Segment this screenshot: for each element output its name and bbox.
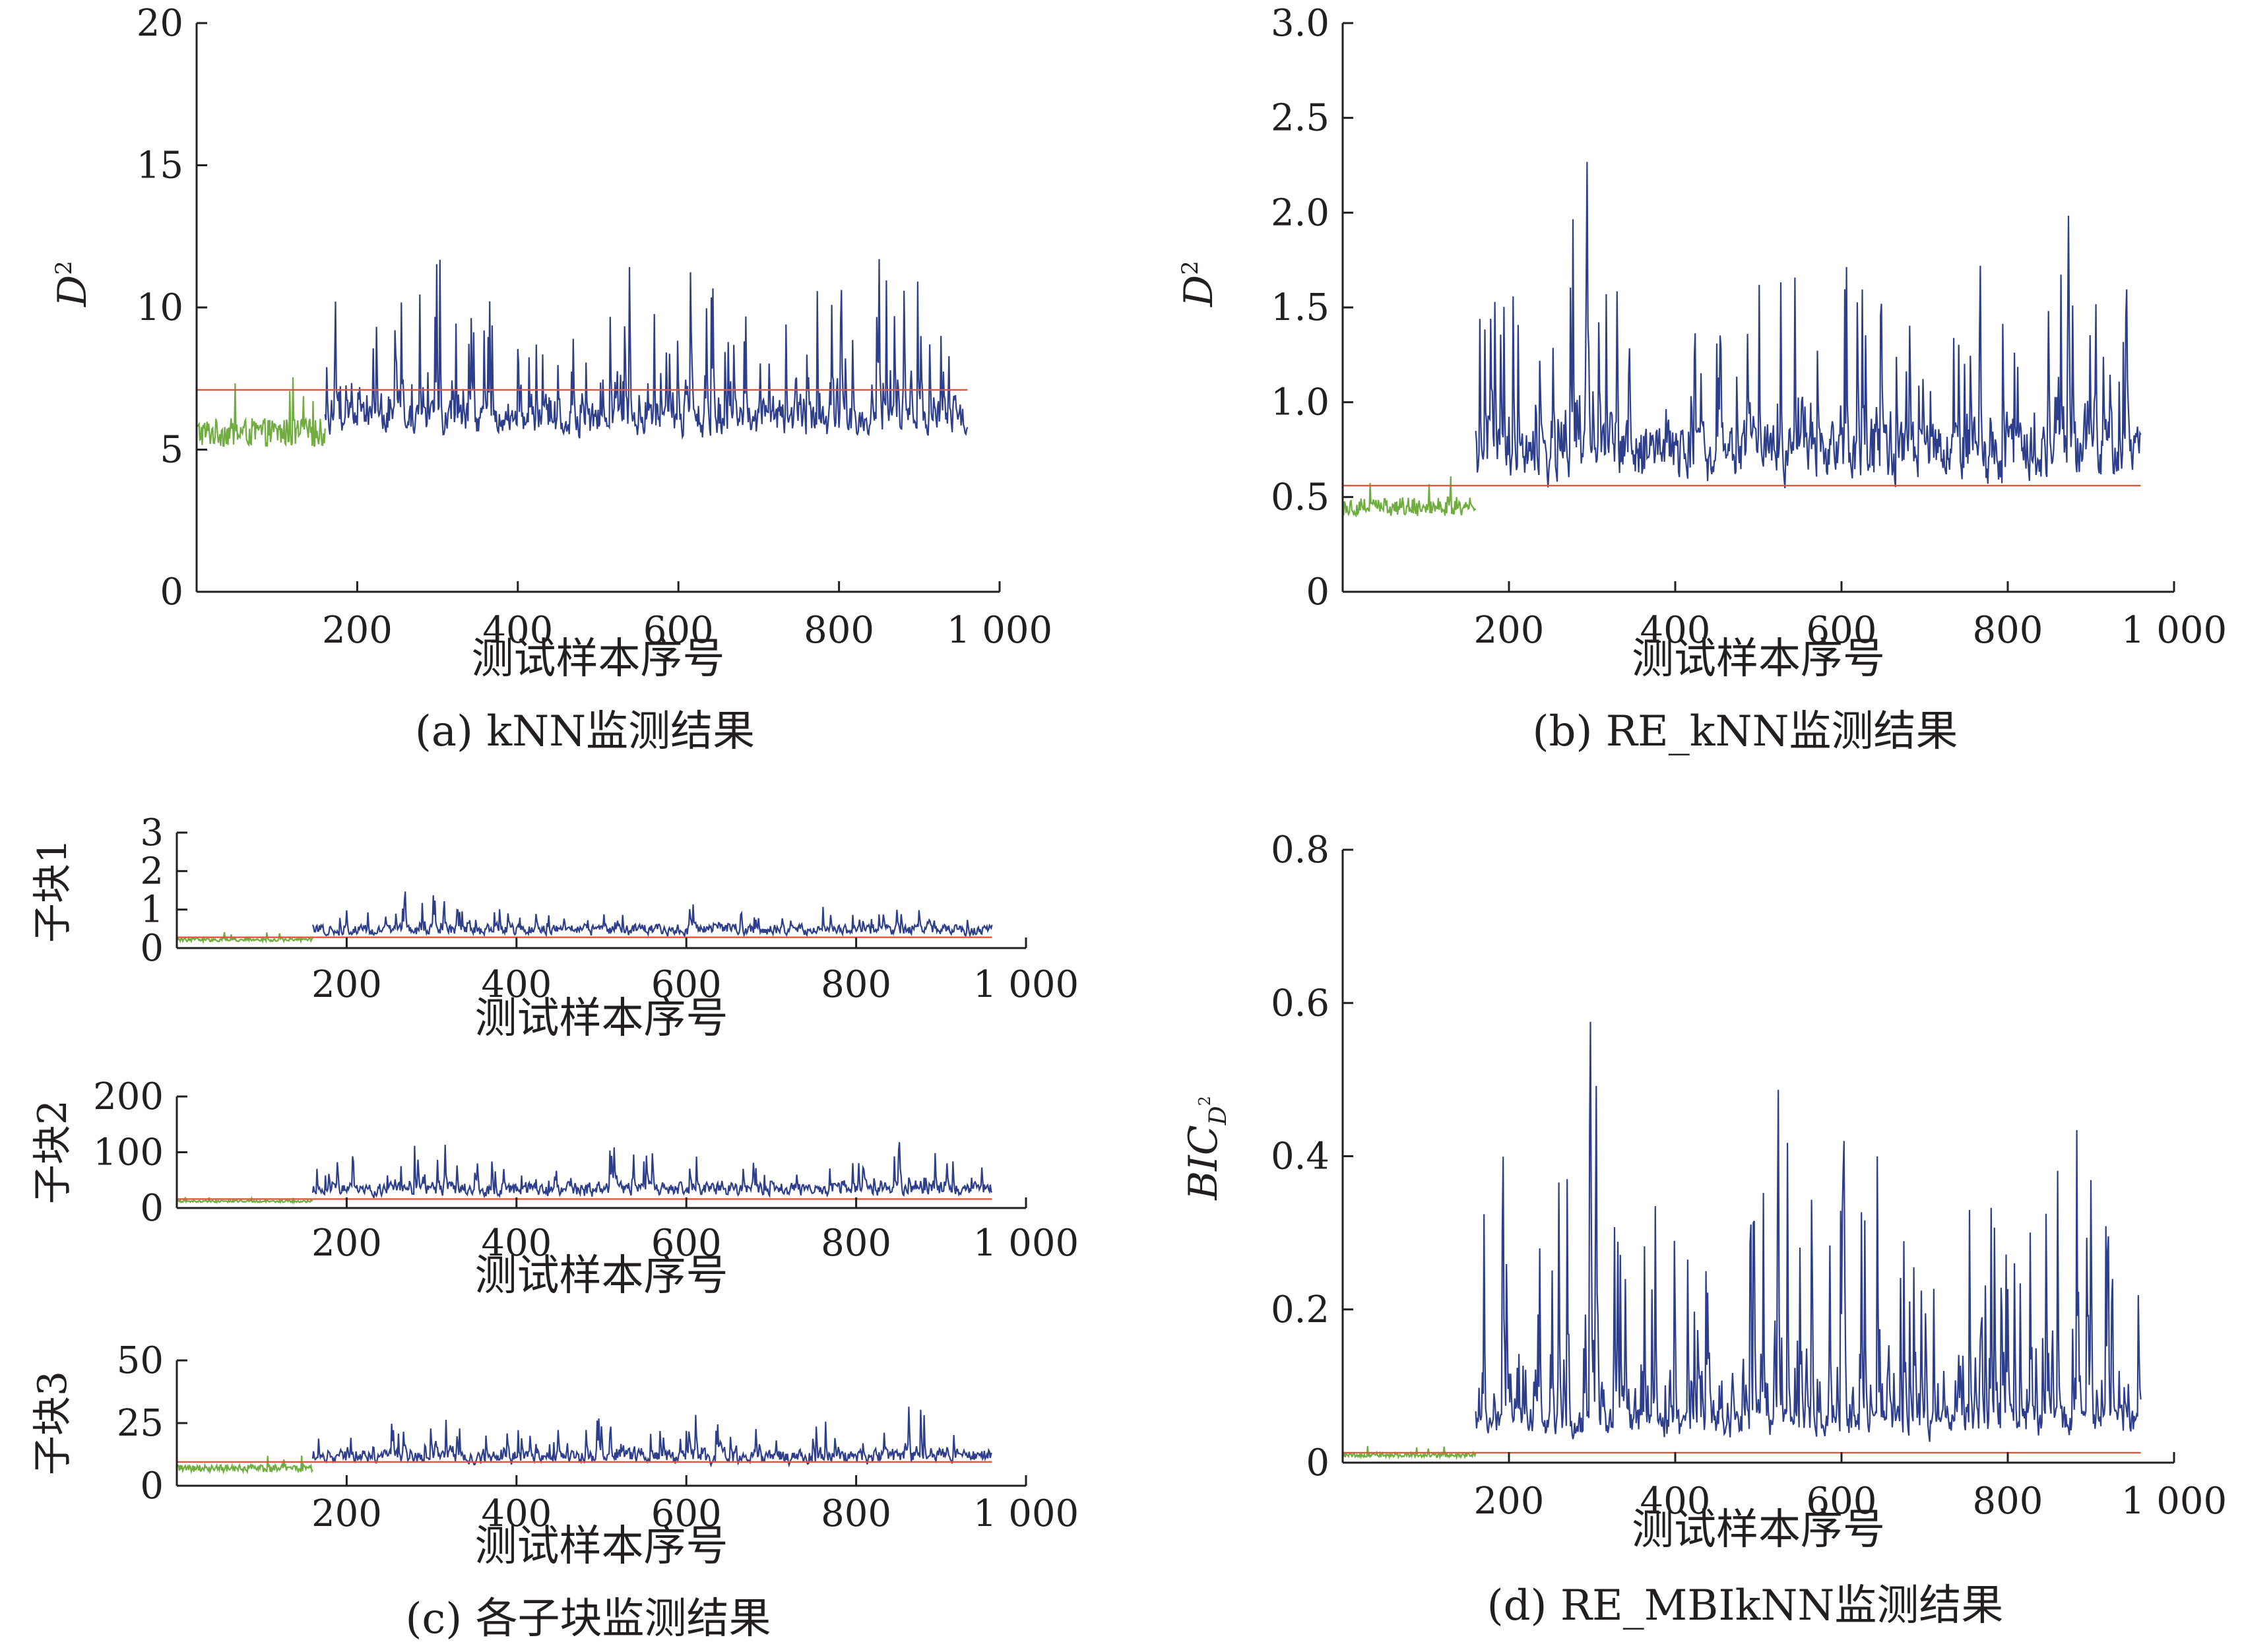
x-tick-label: 400 [481, 1222, 552, 1265]
x-axis-label: 测试样本序号 [475, 994, 728, 1043]
x-tick-label: 1 000 [973, 963, 1079, 1006]
y-tick-label: 0 [140, 927, 164, 970]
y-tick-label: 0 [140, 1465, 164, 1508]
x-tick-label: 400 [481, 1492, 552, 1535]
x-tick-label: 800 [821, 1222, 891, 1265]
y-axis-label: 子块3 [30, 1371, 76, 1475]
x-tick-label: 600 [651, 1492, 722, 1535]
x-tick-label: 200 [311, 1222, 382, 1265]
x-tick-label: 800 [804, 609, 874, 652]
series-fault-line [1475, 1021, 2142, 1442]
series-fault-line [311, 891, 993, 938]
x-tick-label: 800 [821, 963, 891, 1006]
x-tick-label: 400 [482, 609, 553, 652]
y-tick-label: 0 [140, 1187, 164, 1230]
x-axis-label: 测试样本序号 [472, 635, 725, 683]
y-tick-label: 0 [160, 571, 183, 614]
x-tick-label: 1 000 [2121, 1480, 2227, 1523]
y-tick-label: 0.2 [1271, 1288, 1329, 1331]
y-tick-label: 1 [140, 889, 164, 932]
x-tick-label: 200 [311, 1492, 382, 1535]
y-axis-label: 子块2 [30, 1100, 76, 1204]
y-tick-label: 2.0 [1271, 191, 1329, 234]
chart-b-re-knn: 200 400 600 800 1 000 0 0.5 1.0 1.5 2.0 2.5 3.0 测试样本… [1176, 2, 2227, 756]
x-tick-label: 600 [651, 1222, 722, 1265]
series-normal-line [177, 1195, 313, 1205]
x-tick-label: 600 [643, 609, 714, 652]
y-tick-label: 3 [140, 811, 164, 854]
y-tick-label: 0.4 [1271, 1135, 1329, 1178]
chart-d-re-mbiknn: 200 400 600 800 1 000 0 0.2 0.4 0.6 0.8 测试样本序号 BICD… [1180, 829, 2227, 1630]
chart-caption: (a) kNN监测结果 [415, 707, 755, 756]
x-tick-label: 1 000 [2121, 609, 2227, 652]
y-tick-label: 25 [117, 1402, 164, 1445]
x-tick-label: 1 000 [973, 1492, 1079, 1535]
x-tick-label: 800 [1973, 1480, 2043, 1523]
x-axis-label: 测试样本序号 [1632, 635, 1885, 683]
x-tick-label: 800 [1973, 609, 2043, 652]
y-tick-label: 50 [117, 1339, 164, 1382]
chart-caption: (c) 各子块监测结果 [405, 1595, 771, 1643]
series-normal-line [1343, 476, 1477, 518]
x-tick-label: 400 [1640, 609, 1711, 652]
x-axis-label: 测试样本序号 [1632, 1506, 1885, 1554]
y-tick-label: 100 [93, 1131, 164, 1174]
y-tick-label: 3.0 [1271, 2, 1329, 45]
y-tick-label: 0.6 [1271, 982, 1329, 1025]
x-tick-label: 600 [1807, 1480, 1877, 1523]
x-tick-label: 200 [322, 609, 393, 652]
y-tick-label: 20 [137, 2, 183, 45]
y-tick-label: 0 [1306, 571, 1329, 614]
y-axis-label: D2 [49, 261, 96, 307]
y-tick-label: 0 [1306, 1442, 1329, 1484]
y-axis-label: 子块1 [30, 839, 76, 943]
x-tick-label: 200 [311, 963, 382, 1006]
x-tick-label: 400 [481, 963, 552, 1006]
y-tick-label: 0.5 [1271, 476, 1329, 519]
y-tick-label: 2.5 [1271, 97, 1329, 140]
x-tick-label: 200 [1474, 1480, 1545, 1523]
series-normal-line [197, 377, 326, 447]
y-tick-label: 15 [137, 144, 183, 187]
x-tick-label: 1 000 [973, 1222, 1079, 1265]
series-normal-line [177, 932, 313, 945]
x-tick-label: 400 [1640, 1480, 1711, 1523]
y-tick-label: 0.8 [1271, 829, 1329, 872]
x-tick-label: 800 [821, 1492, 891, 1535]
series-fault-line [311, 1407, 992, 1468]
x-tick-label: 600 [1807, 609, 1877, 652]
series-fault-line [1475, 162, 2142, 488]
y-tick-label: 10 [137, 286, 183, 329]
y-axis-label: BICD2 [1180, 1096, 1232, 1201]
x-tick-label: 200 [1474, 609, 1545, 652]
x-tick-label: 600 [651, 963, 722, 1006]
x-tick-label: 1 000 [947, 609, 1052, 652]
series-normal-line [1343, 1446, 1477, 1461]
y-tick-label: 2 [140, 850, 164, 893]
chart-caption: (b) RE_kNN监测结果 [1533, 707, 1958, 756]
y-tick-label: 200 [93, 1075, 164, 1118]
chart-a-knn: 200 400 600 800 1 000 0 5 10 15 20 测试样本序号 D2 (a) kNN… [49, 2, 1052, 756]
x-axis-label: 测试样本序号 [475, 1522, 728, 1571]
chart-c-subblock-2: 200 400 600 800 1 000 0 100 200 测试样本序号 子块2 [30, 1075, 1079, 1300]
y-axis-label: D2 [1176, 261, 1222, 307]
series-normal-line [177, 1455, 313, 1475]
chart-caption: (d) RE_MBIkNN监测结果 [1487, 1581, 2004, 1630]
y-tick-label: 1.5 [1271, 286, 1329, 329]
y-tick-label: 5 [160, 429, 183, 472]
y-tick-label: 1.0 [1271, 381, 1329, 424]
x-axis-label: 测试样本序号 [475, 1252, 728, 1300]
series-fault-line [311, 1142, 993, 1199]
series-fault-line [324, 259, 969, 440]
chart-c-subblock-3: 200 400 600 800 1 000 0 25 50 测试样本序号 子块3 (c) 各子块监测… [30, 1339, 1079, 1643]
